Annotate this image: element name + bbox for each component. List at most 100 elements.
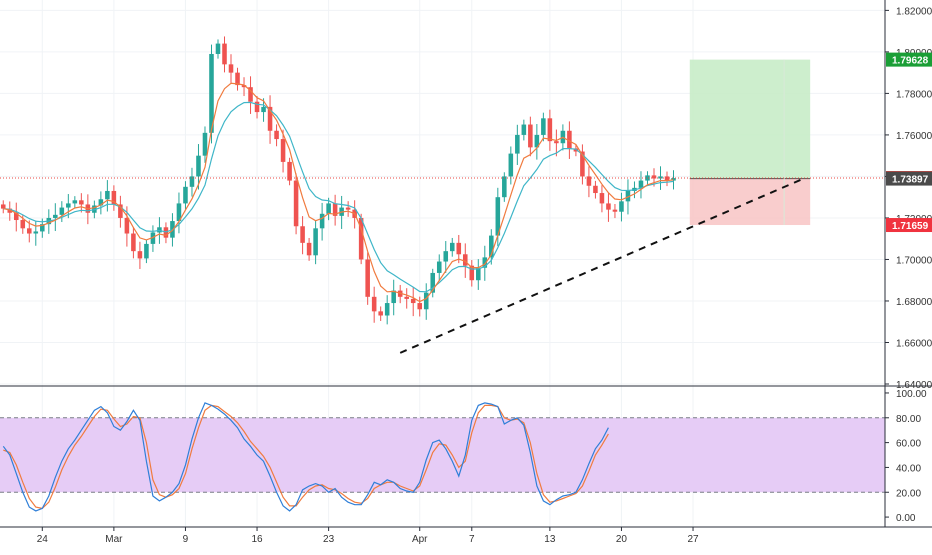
candle xyxy=(371,296,377,312)
stochastic-panel xyxy=(0,385,932,512)
candle xyxy=(280,139,286,162)
candle xyxy=(254,101,260,113)
candle xyxy=(7,208,13,213)
candle xyxy=(436,261,442,273)
candle xyxy=(202,132,208,156)
candle xyxy=(326,203,331,214)
price-tick-label: 1.70000 xyxy=(896,255,932,266)
price-tick-label: 1.68000 xyxy=(896,297,932,308)
candle xyxy=(534,134,540,148)
candle xyxy=(345,207,351,210)
stop-price-badge xyxy=(886,218,932,233)
candle xyxy=(664,176,670,181)
candle xyxy=(404,296,409,299)
candle xyxy=(27,228,32,234)
candle xyxy=(476,267,481,281)
candle xyxy=(619,201,624,212)
candle xyxy=(228,64,234,73)
drawings xyxy=(0,177,885,354)
candle xyxy=(267,106,273,131)
candle xyxy=(313,228,318,256)
time-tick-label: 24 xyxy=(37,534,49,545)
candle xyxy=(176,203,182,222)
candle xyxy=(417,303,423,310)
candle xyxy=(241,85,247,88)
candle xyxy=(144,243,149,259)
candle xyxy=(443,251,449,262)
candle xyxy=(462,254,468,266)
candle xyxy=(332,203,338,216)
price-tick-label: 1.82000 xyxy=(896,6,932,17)
candle xyxy=(547,118,553,142)
candle xyxy=(391,290,396,304)
time-tick-label: 7 xyxy=(469,534,475,545)
candle xyxy=(157,227,162,233)
trendline xyxy=(399,177,805,354)
candle xyxy=(59,207,65,215)
candle xyxy=(384,303,390,316)
candle xyxy=(567,130,572,149)
candle xyxy=(580,151,585,177)
candle xyxy=(215,43,221,54)
price-tick-label: 1.64000 xyxy=(896,380,932,391)
candle xyxy=(0,204,6,209)
candle xyxy=(319,213,325,229)
candle xyxy=(554,141,559,144)
candle xyxy=(521,124,527,135)
candle xyxy=(196,155,201,177)
price-tick-label: 1.78000 xyxy=(896,89,932,100)
candle xyxy=(449,242,455,252)
candle xyxy=(423,292,429,310)
candle xyxy=(482,257,488,268)
profit-zone xyxy=(689,59,811,179)
candle xyxy=(124,217,130,234)
candle xyxy=(53,214,58,218)
candle xyxy=(651,175,657,179)
candle xyxy=(410,298,416,304)
osc-tick-label: 0.00 xyxy=(896,513,916,524)
candle xyxy=(79,200,84,205)
time-tick-label: 23 xyxy=(323,534,335,545)
entry-price-badge xyxy=(886,171,932,186)
candle xyxy=(33,231,39,234)
candle xyxy=(593,185,598,194)
candle xyxy=(293,180,299,227)
candle xyxy=(183,186,188,204)
candle xyxy=(72,200,78,204)
candle xyxy=(150,232,156,244)
candle xyxy=(235,72,240,86)
trade-zones xyxy=(689,59,811,226)
candle xyxy=(456,242,462,255)
candle xyxy=(137,251,143,259)
moving-averages xyxy=(3,82,674,303)
ema-slow-line xyxy=(3,101,674,293)
candle xyxy=(645,175,650,181)
time-tick-label: 20 xyxy=(616,534,628,545)
candle xyxy=(306,242,312,256)
candle xyxy=(300,226,305,243)
candle xyxy=(515,134,520,154)
time-tick-label: Apr xyxy=(412,534,428,545)
osc-tick-label: 80.00 xyxy=(896,414,921,425)
candle xyxy=(599,193,605,204)
candle xyxy=(222,43,227,65)
target-price-label: 1.79628 xyxy=(892,56,929,67)
candle xyxy=(189,176,195,187)
osc-tick-label: 100.00 xyxy=(896,389,927,400)
stoch-k-line xyxy=(2,402,609,512)
candle xyxy=(248,87,253,102)
candle xyxy=(528,124,533,148)
price-tick-label: 1.76000 xyxy=(896,131,932,142)
candle xyxy=(469,265,475,281)
time-tick-label: 27 xyxy=(687,534,699,545)
candle xyxy=(671,178,676,181)
candle xyxy=(495,197,501,236)
osc-tick-label: 40.00 xyxy=(896,463,921,474)
candle xyxy=(274,130,279,140)
candle xyxy=(365,259,370,297)
candle xyxy=(430,272,436,293)
candle xyxy=(358,217,364,260)
